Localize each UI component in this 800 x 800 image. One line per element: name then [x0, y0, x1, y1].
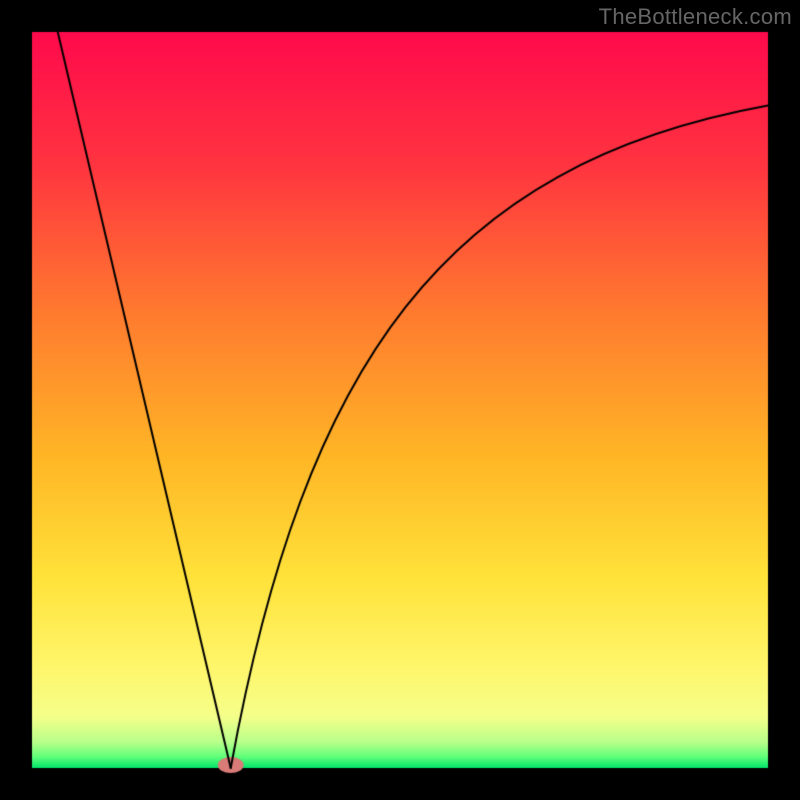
chart-canvas	[0, 0, 800, 800]
watermark-text: TheBottleneck.com	[599, 4, 792, 30]
chart-container: TheBottleneck.com	[0, 0, 800, 800]
